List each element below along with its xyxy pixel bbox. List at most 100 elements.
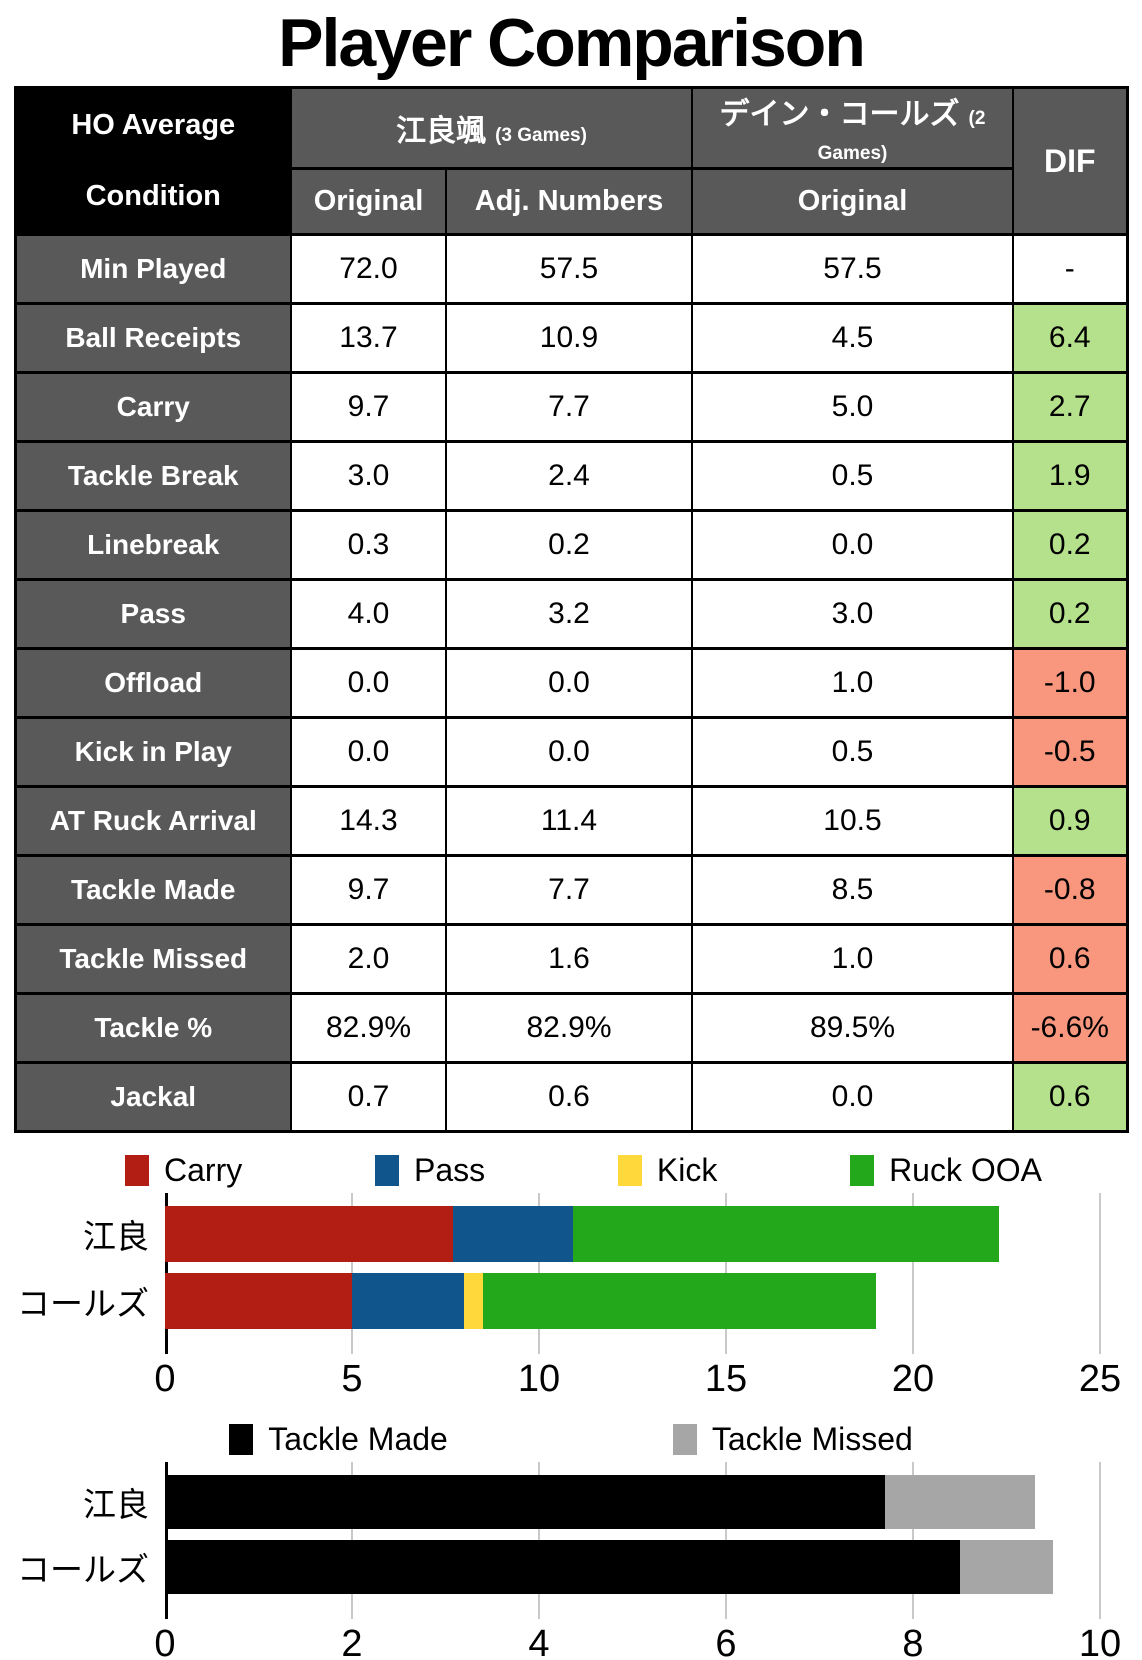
bar-segment-tackle-made — [165, 1475, 885, 1529]
x-axis-tick-label: 20 — [891, 1358, 935, 1400]
p1-original-value: 72.0 — [290, 233, 447, 305]
p1-original-value: 14.3 — [290, 785, 447, 857]
pass-swatch-icon — [374, 1154, 399, 1186]
dif-value: 1.9 — [1012, 440, 1128, 512]
p2-original-value: 0.5 — [691, 440, 1014, 512]
table-row: Carry 9.7 7.7 5.0 2.7 — [14, 371, 1128, 443]
x-axis-tick-label: 8 — [902, 1623, 924, 1660]
p1-adjusted-value: 0.6 — [445, 1061, 693, 1133]
category-label: コールズ — [17, 1551, 149, 1588]
player2-original-header: Original — [691, 167, 1014, 236]
table-row: Jackal 0.7 0.6 0.0 0.6 — [14, 1061, 1128, 1133]
p1-adjusted-value: 7.7 — [445, 371, 693, 443]
bar-segment-tackle-missed — [959, 1540, 1054, 1594]
p1-adjusted-value: 57.5 — [445, 233, 693, 305]
p2-original-value: 5.0 — [691, 371, 1014, 443]
bar-track — [165, 1475, 1100, 1529]
row-label: Carry — [14, 371, 292, 443]
table-row: Ball Receipts 13.7 10.9 4.5 6.4 — [14, 302, 1128, 374]
p1-original-value: 13.7 — [290, 302, 447, 374]
legend-label: Pass — [413, 1151, 486, 1188]
row-label: Offload — [14, 647, 292, 719]
bar-row-: コールズ — [17, 1273, 1100, 1329]
tackle-chart-bars: 江良 コールズ — [17, 1475, 1100, 1594]
bar-row-: コールズ — [17, 1540, 1100, 1594]
legend-item-kick: Kick — [617, 1152, 717, 1189]
row-label: Pass — [14, 578, 292, 650]
legend-label: Ruck OOA — [889, 1151, 1042, 1188]
row-label: Tackle % — [14, 992, 292, 1064]
table-row: Kick in Play 0.0 0.0 0.5 -0.5 — [14, 716, 1128, 788]
carry-swatch-icon — [125, 1154, 149, 1186]
p1-original-value: 82.9% — [290, 992, 447, 1064]
p1-adjusted-value: 82.9% — [445, 992, 693, 1064]
x-axis-tick-label: 4 — [528, 1623, 550, 1660]
tackle-stack-chart: Tackle Made Tackle Missed 江良 コールズ 0 2 4 6 8 10 — [0, 1416, 1142, 1660]
bar-track — [165, 1206, 1100, 1262]
legend-label: Carry — [164, 1151, 243, 1188]
possession-chart-legend: Carry Pass Kick Ruck OOA — [125, 1147, 1042, 1193]
tackle-made-swatch-icon — [229, 1423, 254, 1455]
possession-chart-plot: 江良 コールズ — [17, 1193, 1101, 1354]
table-row: Tackle Break 3.0 2.4 0.5 1.9 — [14, 440, 1128, 512]
p1-original-value: 9.7 — [290, 854, 447, 926]
p2-original-value: 0.0 — [691, 509, 1014, 581]
corner-line-1: HO Average — [71, 109, 236, 141]
page-title: Player Comparison — [278, 5, 866, 81]
table-body: Min Played 72.0 57.5 57.5- Ball Receipts 13.7… — [14, 233, 1128, 1133]
p1-original-value: 0.0 — [290, 647, 447, 719]
p2-original-value: 0.5 — [691, 716, 1014, 788]
p2-original-value: 10.5 — [691, 785, 1014, 857]
x-axis-tick-label: 2 — [341, 1623, 363, 1660]
player2-header: デイン・コールズ (2 Games) — [691, 86, 1014, 170]
dif-value: -6.6% — [1012, 992, 1128, 1064]
bar-segment-pass — [352, 1273, 465, 1329]
p1-original-value: 2.0 — [290, 923, 447, 995]
possession-chart-bars: 江良 コールズ — [17, 1206, 1100, 1329]
bar-segment-carry — [165, 1273, 352, 1329]
p2-original-value: 3.0 — [691, 578, 1014, 650]
p1-original-value: 9.7 — [290, 371, 447, 443]
table-row: Min Played 72.0 57.5 57.5- — [14, 233, 1128, 305]
table-row: Tackle Made 9.7 7.7 8.5 -0.8 — [14, 854, 1128, 926]
dif-value: 0.2 — [1012, 578, 1128, 650]
x-axis-tick-label: 5 — [341, 1358, 363, 1400]
bar-segment-tackle-missed — [884, 1475, 1035, 1529]
table-row: AT Ruck Arrival 14.3 11.4 10.5 0.9 — [14, 785, 1128, 857]
dif-value: 2.7 — [1012, 371, 1128, 443]
row-label: AT Ruck Arrival — [14, 785, 292, 857]
table-row: Tackle % 82.9% 82.9% 89.5% -6.6% — [14, 992, 1128, 1064]
row-label: Tackle Missed — [14, 923, 292, 995]
p1-original-value: 4.0 — [290, 578, 447, 650]
bar-segment-ruck-ooa — [572, 1206, 999, 1262]
gridline — [912, 1193, 914, 1354]
gridline — [1099, 1462, 1101, 1619]
p2-original-value: 57.5 — [691, 233, 1014, 305]
corner-line-2: Condition — [85, 180, 221, 212]
x-axis-tick-label: 25 — [1078, 1358, 1122, 1400]
ruck-ooa-swatch-icon — [850, 1154, 875, 1186]
dif-value: -0.8 — [1012, 854, 1128, 926]
possession-stack-chart: Carry Pass Kick Ruck OOA 江良 コールズ 0 5 10 15 20 25 — [0, 1147, 1142, 1402]
legend-label: Tackle Made — [268, 1420, 448, 1457]
x-axis-tick-label: 15 — [704, 1358, 748, 1400]
legend-item-pass: Pass — [374, 1151, 486, 1189]
table-row: Linebreak 0.3 0.2 0.0 0.2 — [14, 509, 1128, 581]
gridline — [1099, 1193, 1101, 1354]
tackle-chart-plot: 江良 コールズ — [17, 1462, 1101, 1619]
corner-header-text: HO Average Condition — [17, 101, 289, 221]
row-label: Min Played — [14, 233, 292, 305]
x-axis-tick-label: 0 — [154, 1358, 176, 1400]
table-row: Offload 0.0 0.0 1.0 -1.0 — [14, 647, 1128, 719]
corner-header: HO Average Condition — [14, 86, 292, 236]
player1-games: (3 Games) — [495, 125, 587, 146]
bar-segment-ruck-ooa — [482, 1273, 876, 1329]
tackle-chart-xaxis: 0 2 4 6 8 10 — [154, 1615, 1121, 1660]
p1-adjusted-value: 2.4 — [445, 440, 693, 512]
tackle-chart-legend: Tackle Made Tackle Missed — [0, 1416, 1142, 1462]
p1-adjusted-value: 0.0 — [445, 647, 693, 719]
p1-adjusted-value: 10.9 — [445, 302, 693, 374]
category-label: コールズ — [17, 1285, 149, 1322]
p1-adjusted-value: 7.7 — [445, 854, 693, 926]
